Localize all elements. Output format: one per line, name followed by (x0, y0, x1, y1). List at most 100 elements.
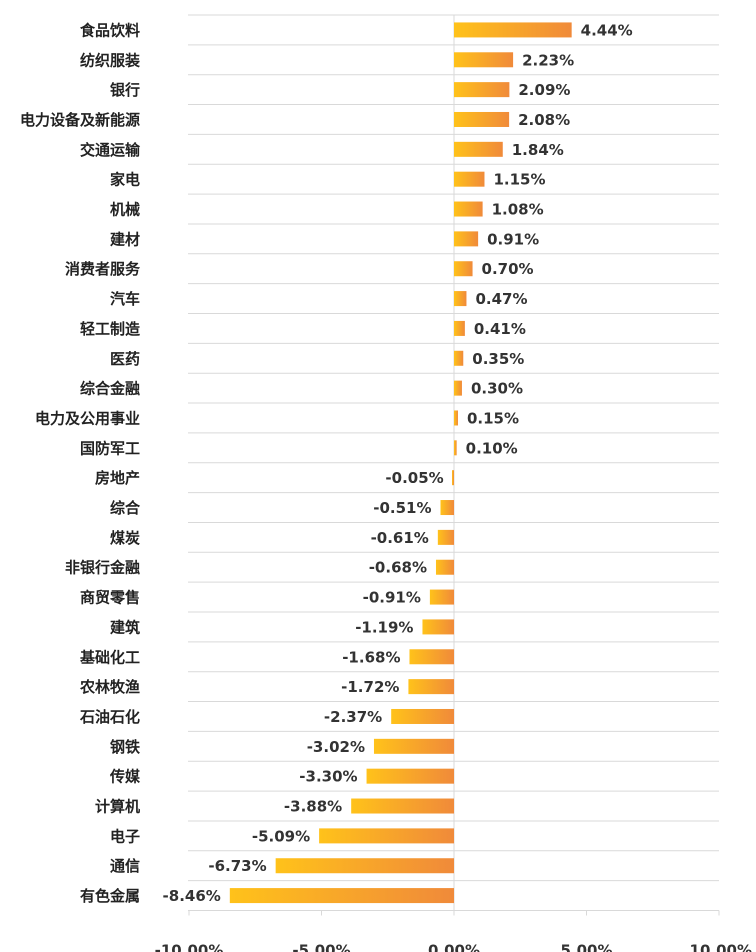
bar-15 (452, 470, 454, 486)
category-label-2: 银行 (110, 81, 140, 99)
bar-10 (454, 320, 465, 336)
x-tick-label-4: 10.00% (690, 942, 752, 952)
bar-16 (440, 500, 454, 516)
category-label-16: 综合 (110, 499, 141, 517)
bar-23 (391, 708, 454, 724)
bar-9 (454, 291, 467, 307)
bar-29 (229, 888, 454, 904)
value-label-16: -0.51% (373, 499, 431, 517)
bar-22 (408, 679, 454, 695)
category-label-12: 综合金融 (80, 380, 140, 398)
value-label-19: -0.91% (363, 589, 421, 607)
bar-4 (454, 141, 503, 157)
value-label-3: 2.08% (518, 111, 570, 129)
bar-24 (373, 738, 454, 754)
x-tick-label-2: 0.00% (428, 942, 480, 952)
bar-12 (454, 380, 462, 396)
value-label-14: 0.10% (466, 439, 518, 457)
category-label-14: 国防军工 (80, 439, 140, 457)
category-label-7: 建材 (110, 230, 140, 248)
value-label-22: -1.72% (341, 678, 399, 696)
bar-13 (454, 410, 458, 426)
value-label-8: 0.70% (482, 260, 534, 278)
value-label-28: -6.73% (208, 857, 266, 875)
value-label-17: -0.61% (371, 529, 429, 547)
value-label-12: 0.30% (471, 380, 523, 398)
bar-20 (422, 619, 454, 635)
category-label-15: 房地产 (95, 469, 140, 487)
bar-26 (351, 798, 454, 814)
category-label-24: 钢铁 (110, 738, 140, 756)
category-label-1: 纺织服装 (80, 51, 141, 69)
category-label-4: 交通运输 (80, 141, 141, 159)
value-label-9: 0.47% (475, 290, 527, 308)
x-tick-label-1: -5.00% (292, 942, 350, 952)
category-label-3: 电力设备及新能源 (20, 111, 140, 129)
category-label-11: 医药 (110, 350, 140, 368)
bar-2 (454, 82, 510, 98)
bar-19 (429, 589, 454, 605)
value-label-10: 0.41% (474, 320, 526, 338)
category-label-28: 通信 (110, 857, 140, 875)
category-label-5: 家电 (110, 171, 140, 189)
value-label-4: 1.84% (512, 141, 564, 159)
bars (229, 22, 572, 904)
category-label-27: 电子 (110, 827, 140, 845)
bar-8 (454, 261, 473, 277)
bar-6 (454, 201, 483, 217)
value-label-29: -8.46% (163, 887, 221, 905)
category-label-21: 基础化工 (79, 648, 140, 666)
value-label-2: 2.09% (518, 81, 570, 99)
bar-28 (275, 858, 454, 874)
bar-5 (454, 171, 485, 187)
x-tick-label-3: 5.00% (560, 942, 612, 952)
value-label-15: -0.05% (385, 469, 443, 487)
value-label-26: -3.88% (284, 798, 342, 816)
x-axis-ticks: -10.00% -5.00% 0.00% 5.00% 10.00% (155, 942, 752, 952)
category-label-10: 轻工制造 (80, 320, 140, 338)
value-label-6: 1.08% (492, 201, 544, 219)
bar-21 (409, 649, 454, 665)
category-label-20: 建筑 (110, 618, 140, 636)
bar-0 (454, 22, 572, 38)
value-label-11: 0.35% (472, 350, 524, 368)
category-label-17: 煤炭 (110, 529, 140, 547)
value-label-5: 1.15% (493, 171, 545, 189)
category-label-26: 计算机 (95, 798, 140, 816)
value-label-21: -1.68% (342, 648, 400, 666)
category-label-6: 机械 (110, 201, 140, 219)
value-label-24: -3.02% (307, 738, 365, 756)
gridlines (188, 14, 720, 916)
bar-11 (454, 350, 464, 366)
category-label-13: 电力及公用事业 (35, 409, 140, 427)
value-label-23: -2.37% (324, 708, 382, 726)
bar-1 (454, 52, 514, 68)
bar-7 (454, 231, 479, 247)
labels: 食品饮料 4.44% 纺织服装 2.23% 银行 2.09% 电力设备及新能源 2.08% 交通… (20, 21, 633, 905)
bar-27 (319, 828, 454, 844)
category-label-25: 传媒 (109, 768, 141, 786)
value-label-25: -3.30% (299, 768, 357, 786)
category-label-0: 食品饮料 (80, 21, 140, 39)
value-label-1: 2.23% (522, 51, 574, 69)
value-label-18: -0.68% (369, 559, 427, 577)
category-label-23: 石油石化 (79, 708, 140, 726)
value-label-13: 0.15% (467, 409, 519, 427)
category-label-8: 消费者服务 (65, 260, 141, 278)
category-label-19: 商贸零售 (80, 589, 140, 607)
bar-17 (437, 529, 454, 545)
category-label-9: 汽车 (110, 290, 140, 308)
value-label-27: -5.09% (252, 827, 310, 845)
category-label-29: 有色金属 (80, 887, 140, 905)
bar-18 (435, 559, 454, 575)
category-label-18: 非银行金融 (65, 559, 140, 577)
bar-25 (366, 768, 454, 784)
x-tick-label-0: -10.00% (155, 942, 224, 952)
value-label-20: -1.19% (355, 618, 413, 636)
bar-3 (454, 111, 510, 127)
value-label-0: 4.44% (581, 21, 633, 39)
category-label-22: 农林牧渔 (79, 678, 140, 696)
bar-14 (454, 440, 457, 456)
